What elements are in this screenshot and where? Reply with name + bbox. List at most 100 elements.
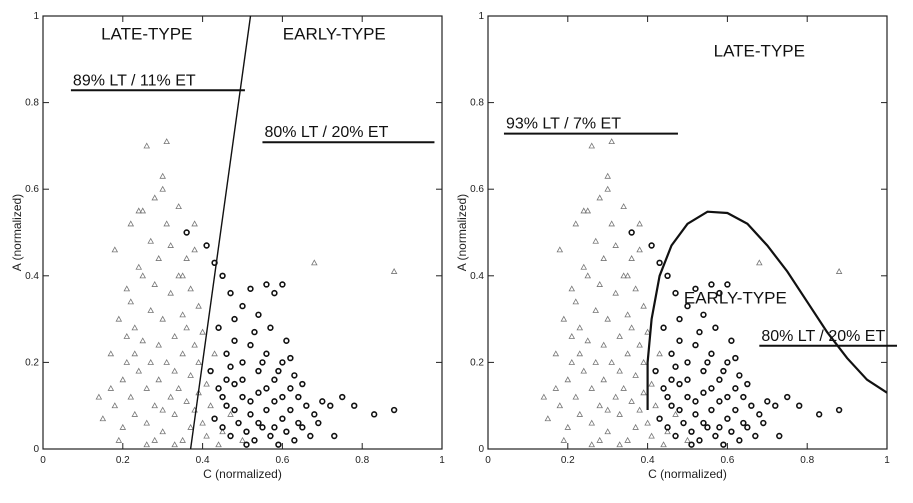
triangle-point xyxy=(572,220,580,227)
triangle-point xyxy=(684,436,691,443)
triangle-point xyxy=(143,441,151,448)
triangle-point xyxy=(195,358,202,365)
y-axis-label: A (normalized) xyxy=(455,194,469,271)
triangle-point xyxy=(159,406,166,413)
triangle-point xyxy=(171,332,178,339)
circle-point xyxy=(676,315,683,323)
circle-point xyxy=(247,398,254,405)
circle-point xyxy=(275,367,282,375)
triangle-point xyxy=(576,324,584,331)
circle-point xyxy=(736,372,743,379)
circle-point xyxy=(704,359,711,366)
triangle-point xyxy=(560,315,568,322)
triangle-point xyxy=(564,376,572,383)
triangle-point xyxy=(119,423,127,430)
circle-point xyxy=(672,363,679,370)
triangle-point xyxy=(151,281,158,287)
triangle-point xyxy=(572,298,580,305)
circle-point xyxy=(255,419,262,427)
triangle-point xyxy=(596,402,603,409)
triangle-point xyxy=(636,406,643,413)
triangle-point xyxy=(127,298,135,305)
triangle-point xyxy=(127,220,135,227)
triangle-point xyxy=(171,367,178,374)
region-label: EARLY-TYPE xyxy=(283,24,386,43)
right-scatter-panel: 0 0.2 0.4 0.6 0.8 1 0 0.2 0.4 0.6 0.8 1 C (normalize… xyxy=(455,11,897,481)
circle-point xyxy=(704,424,711,431)
circle-point xyxy=(784,393,791,401)
circle-point xyxy=(287,354,294,362)
triangle-point xyxy=(155,341,162,348)
circle-point xyxy=(255,389,262,396)
triangle-point xyxy=(612,242,619,248)
x-tick-label: 1 xyxy=(884,455,890,466)
circle-point xyxy=(652,367,659,375)
triangle-point xyxy=(171,441,178,448)
circle-point xyxy=(815,411,823,418)
circle-point xyxy=(271,424,278,431)
circle-point xyxy=(279,359,286,366)
triangle-point xyxy=(127,393,135,400)
triangle-point xyxy=(199,328,206,335)
circle-point xyxy=(720,367,727,375)
circle-point xyxy=(223,350,230,357)
fraction-annotation: 89% LT / 11% ET xyxy=(73,72,196,89)
circle-point xyxy=(247,411,254,418)
triangle-point xyxy=(644,328,651,335)
triangle-point xyxy=(143,384,151,391)
circle-point xyxy=(835,406,843,414)
triangle-point xyxy=(620,272,627,279)
x-tick-label: 0.8 xyxy=(355,455,369,466)
x-tick-label: 0 xyxy=(40,455,46,466)
circle-point xyxy=(207,367,214,375)
circle-point xyxy=(203,242,210,249)
triangle-point xyxy=(159,172,166,179)
triangle-point xyxy=(756,259,763,266)
circle-point xyxy=(299,380,306,388)
circle-point xyxy=(239,359,246,366)
circle-point xyxy=(211,415,218,422)
circle-point xyxy=(708,385,715,392)
triangle-point xyxy=(147,237,155,244)
circle-point xyxy=(740,419,747,427)
triangle-point xyxy=(159,185,166,192)
triangle-point xyxy=(620,203,627,210)
circle-point xyxy=(255,311,262,318)
region-label: LATE-TYPE xyxy=(101,24,192,43)
triangle-point xyxy=(616,367,623,374)
triangle-point xyxy=(624,350,631,357)
y-tick-label: 0.2 xyxy=(25,357,39,368)
triangle-point xyxy=(580,207,588,214)
circle-point xyxy=(291,372,298,379)
circle-point xyxy=(628,229,635,236)
y-tick-label: 1 xyxy=(478,11,484,22)
triangle-point xyxy=(568,285,576,292)
circle-point xyxy=(728,337,735,344)
triangle-point xyxy=(111,402,119,409)
triangle-point xyxy=(628,255,635,261)
circle-point xyxy=(351,402,358,409)
triangle-point xyxy=(624,272,631,279)
x-tick-label: 0.4 xyxy=(641,455,655,466)
circle-point xyxy=(660,385,667,392)
triangle-point xyxy=(604,315,611,322)
plot-frame xyxy=(487,15,888,450)
y-tick-label: 0.8 xyxy=(470,98,484,109)
y-tick-label: 0.6 xyxy=(25,184,39,195)
triangle-point xyxy=(600,341,607,348)
circle-point xyxy=(716,289,723,297)
x-axis-label: C (normalized) xyxy=(648,467,727,481)
triangle-point xyxy=(588,419,596,426)
circle-point xyxy=(720,441,727,448)
circle-point xyxy=(672,289,679,297)
circle-point xyxy=(684,393,691,401)
triangle-point xyxy=(111,246,119,253)
circle-point xyxy=(696,437,703,444)
circle-point xyxy=(716,424,723,431)
circle-point xyxy=(267,432,274,440)
circle-point xyxy=(676,406,683,414)
triangle-point xyxy=(576,410,584,417)
circle-point xyxy=(732,354,739,362)
triangle-point xyxy=(616,410,623,417)
triangle-point xyxy=(191,341,198,348)
